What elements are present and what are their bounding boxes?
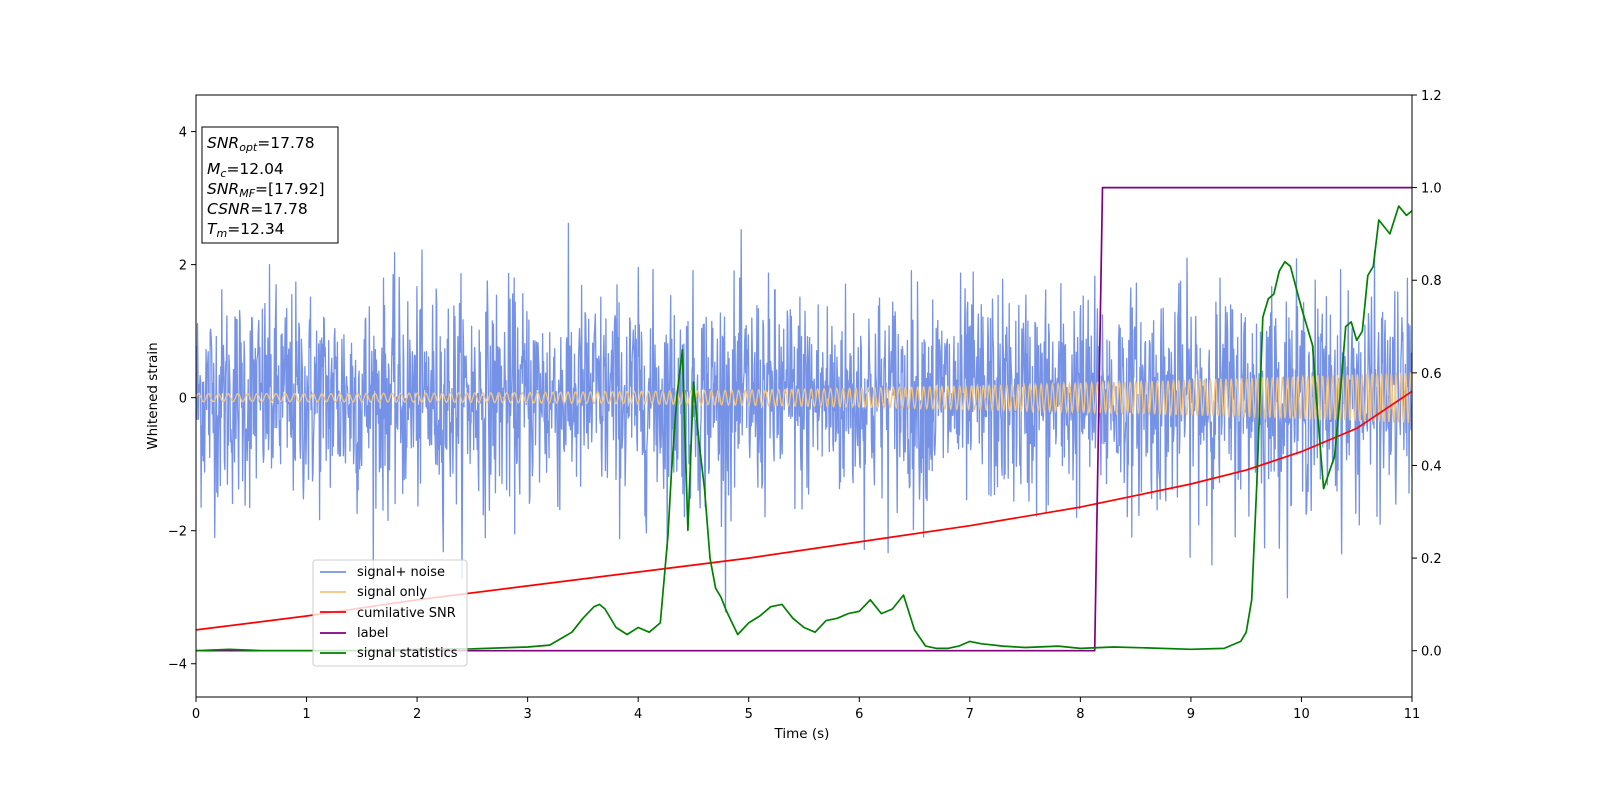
series-label-line [196,186,1412,652]
x-tick-label: 10 [1293,707,1310,722]
x-tick-label: 2 [413,707,421,722]
y-axis-right: 0.0 0.2 0.4 0.6 0.8 1.0 1.2 [1412,89,1442,660]
y-tick-label: −2 [168,525,187,540]
info-snr-opt: SNRopt=17.78 [207,134,315,154]
legend-label-signal-noise: signal+ noise [357,565,445,580]
y2-tick-label: 0.4 [1421,459,1442,474]
x-tick-label: 9 [1187,707,1195,722]
y-axis-left: −4 −2 0 2 4 [168,126,196,673]
y2-tick-label: 0.0 [1421,645,1442,660]
x-axis: 0 1 2 3 4 5 6 7 8 9 10 11 [192,697,1420,722]
series-signal-only-line [196,371,1412,424]
series-signal-noise-line [196,222,1412,613]
x-axis-label: Time (s) [774,726,830,742]
x-tick-label: 3 [523,707,531,722]
x-tick-label: 6 [855,707,863,722]
y-tick-label: 4 [179,126,187,141]
x-tick-label: 11 [1404,707,1421,722]
y2-tick-label: 1.2 [1421,89,1442,104]
y2-tick-label: 0.8 [1421,274,1442,289]
info-tm: Tm=12.34 [207,220,285,240]
series-signal-statistics-line [196,205,1412,652]
info-mc: Mc=12.04 [207,160,284,180]
x-tick-label: 0 [192,707,200,722]
x-tick-label: 8 [1076,707,1084,722]
y2-tick-label: 1.0 [1421,182,1442,197]
y-axis-label: Whitened strain [145,342,161,449]
legend-label-cumulative-snr: cumilative SNR [357,606,456,621]
y-tick-label: 0 [179,392,187,407]
legend-label-signal-only: signal only [357,585,427,600]
x-tick-label: 5 [745,707,753,722]
x-tick-label: 1 [302,707,310,722]
y-tick-label: −4 [168,658,187,673]
x-tick-label: 4 [634,707,642,722]
legend-label-signal-statistics: signal statistics [357,646,458,661]
y2-tick-label: 0.6 [1421,367,1442,382]
legend-label-label: label [357,626,388,641]
y2-tick-label: 0.2 [1421,552,1442,567]
plot-frame [195,94,1413,698]
legend: signal+ noise signal only cumilative SNR… [312,559,468,667]
info-snr-mf: SNRMF=[17.92] [207,180,325,200]
info-box: SNRopt=17.78 Mc=12.04 SNRMF=[17.92] CSNR… [201,126,339,244]
y-tick-label: 2 [179,259,187,274]
info-csnr: CSNR=17.78 [207,200,308,218]
x-tick-label: 7 [966,707,974,722]
